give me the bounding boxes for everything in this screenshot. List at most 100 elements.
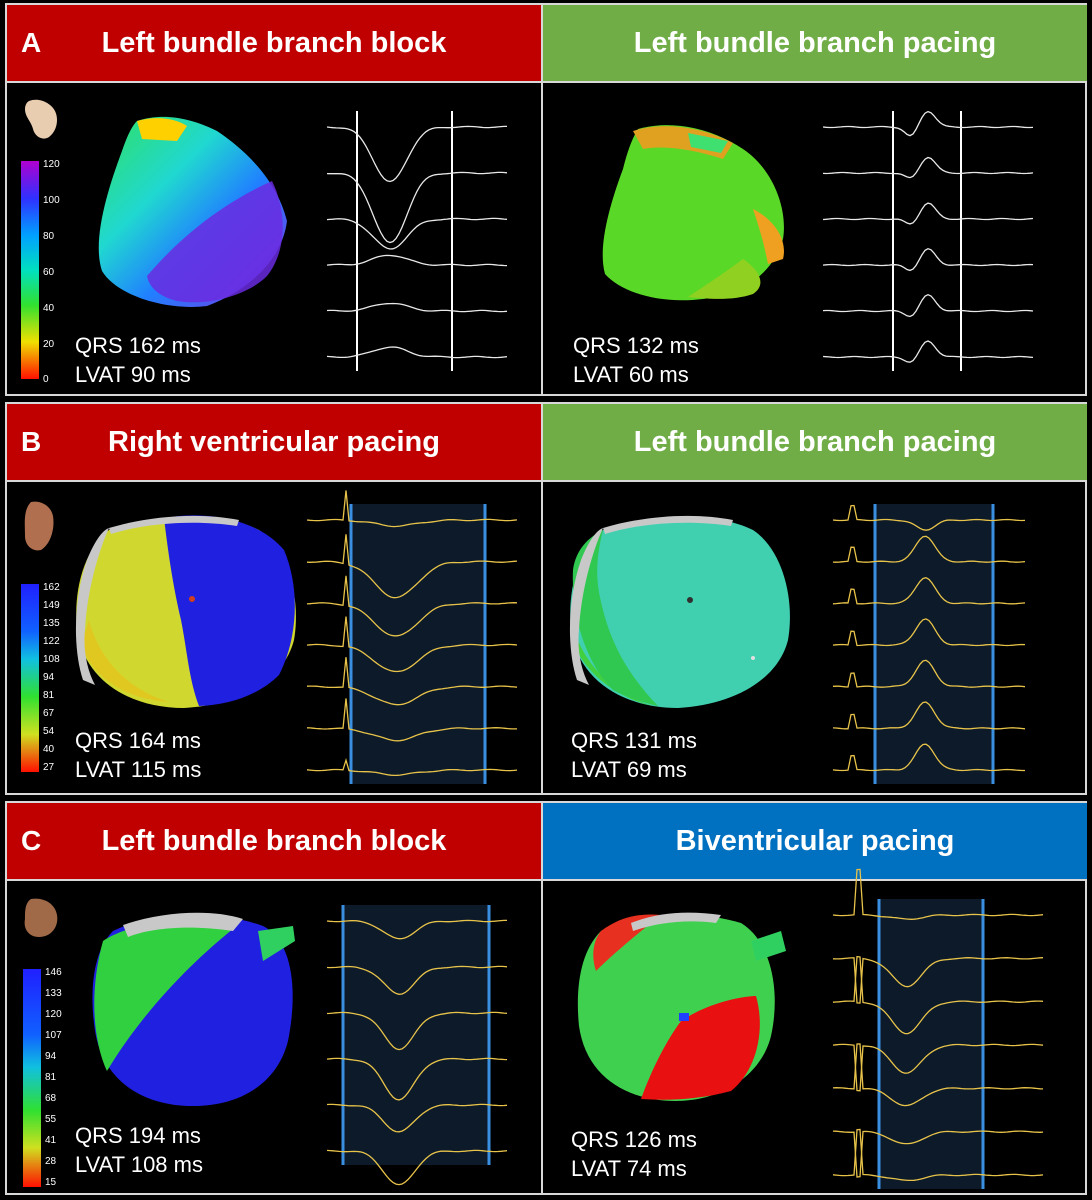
panel-a-right-stats: QRS 132 ms LVAT 60 ms — [573, 331, 699, 389]
ecg-trace — [822, 247, 1034, 272]
panel-a-letter: A — [21, 27, 42, 58]
ecg-trace — [326, 1011, 508, 1051]
panel-a-header-divider — [7, 81, 1085, 83]
scale-label: 162 — [43, 582, 60, 593]
panel-a-left-stats: QRS 162 ms LVAT 90 ms — [75, 331, 201, 389]
ecg-trace — [832, 577, 1026, 605]
scale-label: 55 — [45, 1114, 57, 1125]
ecg-trace — [832, 868, 1044, 920]
lbbp-ecg-traces — [822, 110, 1034, 371]
lvat-value: LVAT 69 ms — [571, 757, 687, 782]
scale-label: 149 — [43, 600, 60, 611]
panel-c-header-divider — [7, 879, 1085, 881]
panel-a-left-title: Left bundle branch block — [101, 26, 447, 59]
panel-b-right-content: QRS 131 ms LVAT 69 ms — [543, 482, 1087, 796]
ecg-trace — [326, 254, 508, 267]
ecg-trace — [832, 1130, 1044, 1178]
ecg-trace — [326, 302, 508, 313]
activation-color-scale — [23, 969, 41, 1187]
scale-label: 120 — [43, 159, 60, 170]
ecg-trace — [832, 955, 1044, 1035]
ecg-trace — [326, 1103, 508, 1133]
qrs-duration: QRS 164 ms — [75, 728, 201, 753]
lbbp-b-ecg-traces — [832, 504, 1026, 784]
scale-label: 107 — [45, 1030, 62, 1041]
scale-label: 60 — [43, 267, 55, 278]
scale-label: 67 — [43, 708, 55, 719]
panel-a-right-content: QRS 132 ms LVAT 60 ms — [543, 83, 1087, 397]
panel-b-right-title: Left bundle branch pacing — [633, 425, 997, 458]
panel-c-right-stats: QRS 126 ms LVAT 74 ms — [571, 1125, 697, 1183]
ecg-trace — [306, 575, 518, 637]
panel-c-right-title: Biventricular pacing — [675, 824, 955, 857]
scale-label: 40 — [43, 744, 55, 755]
scale-label: 20 — [43, 339, 55, 350]
panel-c-letter: C — [21, 825, 42, 856]
scale-label: 28 — [45, 1156, 57, 1167]
panel-b-letter: B — [21, 426, 42, 457]
panel-a-right-header: Left bundle branch pacing — [543, 5, 1087, 81]
activation-color-scale — [21, 161, 39, 379]
lvat-value: LVAT 90 ms — [75, 362, 191, 387]
panel-b: Right ventricular pacing B Left bundle b… — [5, 402, 1087, 795]
panel-b-left-title: Right ventricular pacing — [108, 425, 440, 458]
rvp-ecg-traces — [306, 490, 518, 784]
orientation-torso-icon — [24, 501, 54, 551]
lbbb-c-ecg-traces — [326, 905, 508, 1186]
ecg-trace — [822, 156, 1034, 179]
qrs-duration: QRS 126 ms — [571, 1127, 697, 1152]
lbbb-c-activation-map — [92, 912, 295, 1106]
scale-label: 100 — [43, 195, 60, 206]
scale-label: 108 — [43, 654, 60, 665]
panel-c-left-content: 146 133 120 107 94 81 68 55 41 28 15 QRS… — [7, 881, 541, 1195]
ecg-trace — [326, 965, 508, 995]
analysis-window — [343, 905, 489, 1165]
ecg-trace — [832, 504, 1026, 531]
analysis-window — [351, 504, 485, 784]
scale-label: 94 — [45, 1051, 57, 1062]
crt-ecg-traces — [832, 868, 1044, 1189]
panel-b-right-header: Left bundle branch pacing — [543, 404, 1087, 480]
ecg-trace — [822, 340, 1034, 363]
panel-c-right-header: Biventricular pacing — [543, 803, 1087, 879]
scale-label: 15 — [45, 1177, 57, 1188]
ecg-trace — [306, 534, 518, 599]
panel-c-left-title: Left bundle branch block — [101, 824, 447, 857]
scale-label: 80 — [43, 231, 55, 242]
ecg-trace — [326, 125, 507, 183]
panel-c-left-header: Left bundle branch block — [7, 803, 541, 879]
panel-a-left-header: Left bundle branch block — [7, 5, 541, 81]
panel-a-column-divider — [541, 5, 543, 394]
ecg-trace — [326, 346, 508, 359]
panel-a-right-title: Left bundle branch pacing — [633, 26, 997, 59]
scale-label: 146 — [45, 967, 62, 978]
scale-label: 40 — [43, 303, 55, 314]
ecg-trace — [832, 1128, 1044, 1182]
crt-activation-map — [577, 912, 786, 1101]
ecg-trace — [326, 1149, 508, 1186]
lbbb-ecg-traces — [326, 111, 508, 371]
rvp-activation-map — [75, 515, 296, 708]
ecg-trace — [306, 490, 518, 528]
panel-b-left-header: Right ventricular pacing — [7, 404, 541, 480]
orientation-torso-icon — [25, 99, 57, 139]
lvat-value: LVAT 60 ms — [573, 362, 689, 387]
ecg-trace — [326, 919, 507, 940]
scale-label: 0 — [43, 374, 49, 385]
scale-label: 122 — [43, 636, 60, 647]
ecg-trace — [306, 616, 518, 673]
qrs-duration: QRS 162 ms — [75, 333, 201, 358]
panel-b-column-divider — [541, 404, 543, 793]
lvat-value: LVAT 108 ms — [75, 1152, 203, 1177]
scale-label: 81 — [45, 1072, 57, 1083]
ecg-trace — [326, 1057, 508, 1101]
ecg-trace — [306, 698, 517, 742]
ecg-trace — [832, 743, 1025, 772]
analysis-window — [875, 504, 993, 784]
panel-c-column-divider — [541, 803, 543, 1193]
panel-a-left-content: 120 100 80 60 40 20 0 QRS 162 ms LVAT 90… — [7, 83, 541, 397]
ecg-trace — [832, 659, 1026, 688]
activation-color-scale — [21, 584, 39, 772]
panel-c-right-content: QRS 126 ms LVAT 74 ms — [543, 868, 1087, 1195]
scale-label: 27 — [43, 762, 55, 773]
